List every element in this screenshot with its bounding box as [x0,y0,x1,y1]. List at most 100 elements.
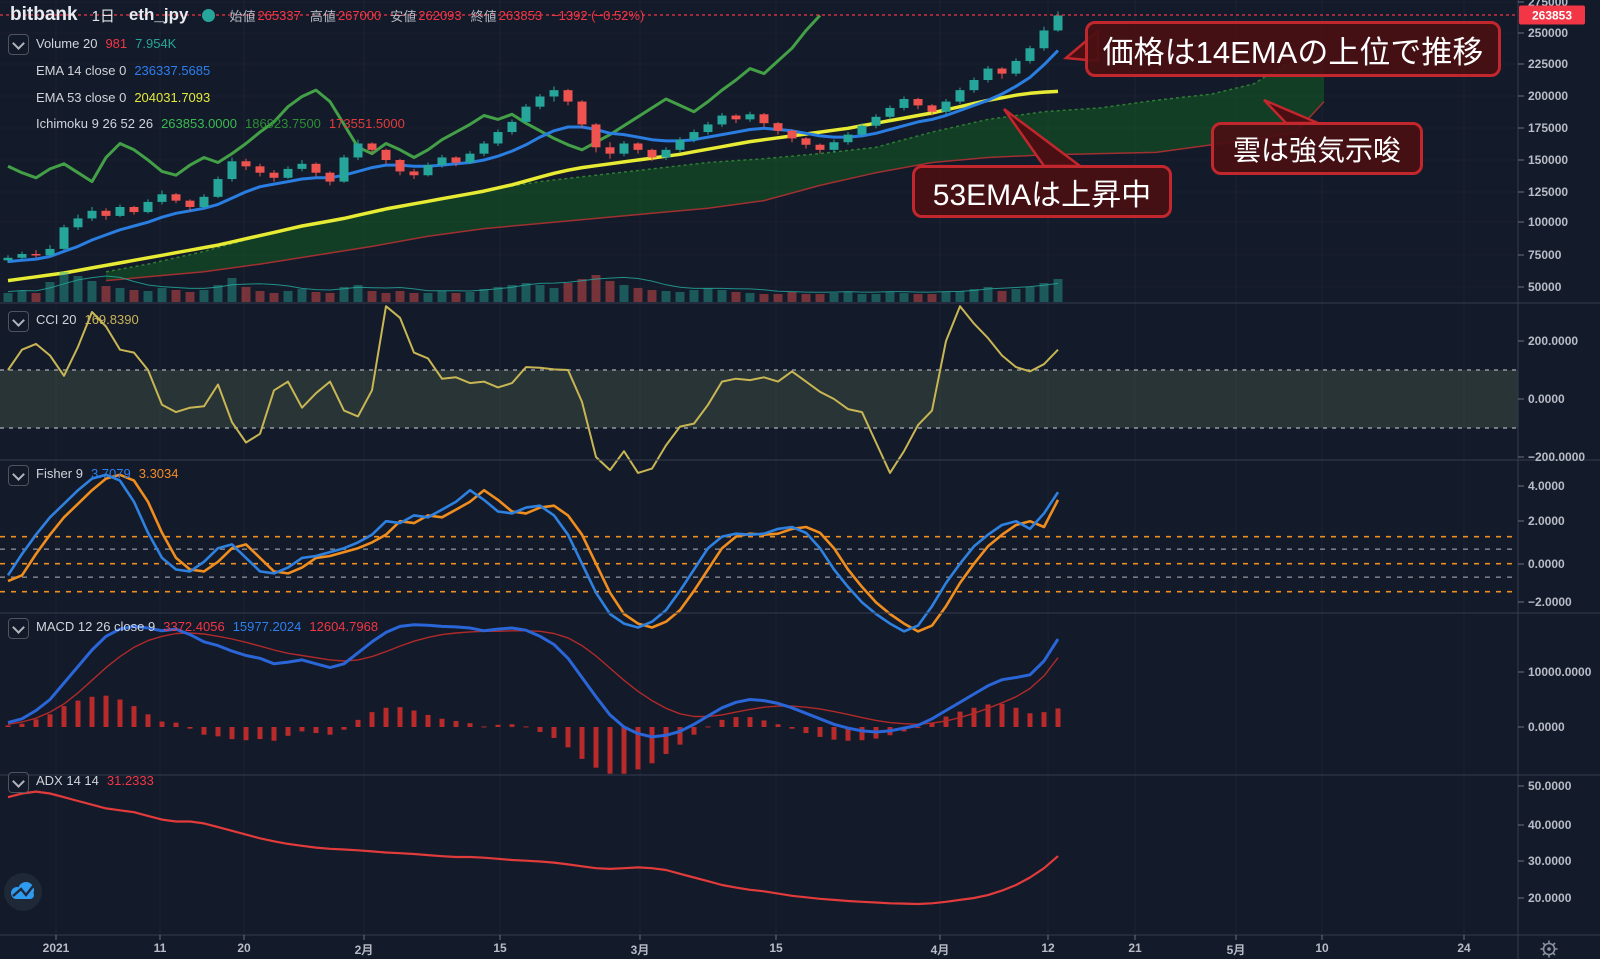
cci-name: CCI 20 [36,312,77,327]
annotation-bullish-cloud[interactable]: 雲は強気示唆 [1211,122,1423,175]
price-axis-label-macd[interactable]: 0.0000 [1528,720,1565,734]
collapse-chevron-main[interactable] [8,34,29,55]
collapse-chevron-cci[interactable] [8,311,29,332]
legend-fisher[interactable]: Fisher 9 3.7079 3.3034 [36,466,179,481]
legend-ema14[interactable]: EMA 14 close 0 236337.5685 [36,63,210,78]
legend-ema53[interactable]: EMA 53 close 0 204031.7093 [36,90,210,105]
legend-cci[interactable]: CCI 20 169.8390 [36,312,139,327]
open-label: 始値 [229,8,256,24]
candles [3,11,1063,263]
price-axis-label-main[interactable]: 275000 [1528,0,1569,9]
legend-volume[interactable]: Volume 20 981 7.954K [36,36,176,51]
macd-line [7,623,1060,739]
price-axis-label-main[interactable]: 200000 [1528,89,1569,103]
current-price-label: 263853 [1519,5,1585,25]
high-value: 267000 [337,7,382,23]
price-axis-label-macd[interactable]: 10000.0000 [1528,665,1592,679]
legend-adx[interactable]: ADX 14 14 31.2333 [36,773,154,788]
collapse-chevron-macd[interactable] [8,618,29,639]
price-axis-label-adx[interactable]: 40.0000 [1528,818,1572,832]
price-axis-label-cci[interactable]: 0.0000 [1528,392,1565,406]
price-axis-label-fisher[interactable]: 0.0000 [1528,557,1565,571]
open-value: 265337 [257,7,301,23]
time-axis-label[interactable]: 10 [1315,941,1329,955]
time-axis-label[interactable]: 15 [769,941,783,955]
platform-logo-icon[interactable] [3,872,43,912]
close-value: 263853 [498,7,543,23]
time-axis-label[interactable]: 3月 [630,943,650,957]
adx-value: 31.2333 [106,773,154,788]
axis-settings-gear-icon[interactable] [1538,938,1560,959]
fisher-trigger-line [7,473,1060,633]
price-axis-label-fisher[interactable]: −2.0000 [1528,595,1572,609]
axis-ticks [55,1,1524,940]
volume-value: 981 [105,36,128,51]
annotation-ema53-rising[interactable]: 53EMAは上昇中 [912,165,1172,218]
annotation-price-above-ema14[interactable]: 価格は14EMAの上位で推移 [1085,21,1501,77]
time-axis-label[interactable]: 11 [153,941,167,955]
price-axis-label-adx[interactable]: 30.0000 [1528,854,1572,868]
price-axis-label-main[interactable]: 75000 [1528,248,1562,262]
high-label: 高値 [309,8,336,24]
price-axis-label-fisher[interactable]: 4.0000 [1528,479,1565,493]
chart-header: bitbank 1日 eth_jpy 始値 265337 高値 267000 安値 2… [10,4,644,26]
macd-line-value: 15977.2024 [232,619,302,634]
ohlc-readout: 始値 265337 高値 267000 安値 262093 終値 263853 −139… [229,6,644,25]
time-axis-label[interactable]: 12 [1041,941,1055,955]
price-axis-label-main[interactable]: 175000 [1528,121,1569,135]
ema14-line [7,49,1060,264]
volume-bars [3,272,1063,302]
price-axis-label-cci[interactable]: −200.0000 [1528,450,1586,464]
low-value: 262093 [418,7,462,23]
price-axis-label-adx[interactable]: 50.0000 [1528,779,1572,793]
time-axis-label[interactable]: 2021 [42,941,70,955]
ichimoku-senkou-b-value: 173551.5000 [328,116,405,131]
time-axis-label[interactable]: 15 [493,941,507,955]
adx-line [7,790,1059,906]
price-axis-label-fisher[interactable]: 2.0000 [1528,514,1565,528]
price-axis-label-main[interactable]: 250000 [1528,26,1569,40]
ema53-line [7,89,1059,283]
ichimoku-chikou-line [7,14,822,184]
time-axis-label[interactable]: 4月 [930,943,950,957]
macd-hist-value: 3372.4056 [163,619,225,634]
fisher-value: 3.7079 [90,466,131,481]
macd-signal-value: 12604.7968 [309,619,379,634]
macd-name: MACD 12 26 close 9 [36,619,156,634]
price-axis-label-main[interactable]: 225000 [1528,57,1569,71]
price-axis-label-adx[interactable]: 20.0000 [1528,891,1572,905]
legend-ichimoku[interactable]: Ichimoku 9 26 52 26 263853.0000 186923.7… [36,116,405,131]
macd-histogram [5,695,1061,774]
fisher-trigger-value: 3.3034 [138,466,179,481]
low-label: 安値 [390,8,417,24]
exchange-name[interactable]: bitbank [10,4,78,25]
price-axis-label-main[interactable]: 100000 [1528,215,1569,229]
collapse-chevron-adx[interactable] [8,772,29,793]
adx-name: ADX 14 14 [36,773,99,788]
legend-macd[interactable]: MACD 12 26 close 9 3372.4056 15977.2024 … [36,619,378,634]
ichimoku-senkou-a-value: 186923.7500 [245,116,321,131]
price-axis-label-main[interactable]: 50000 [1528,280,1562,294]
time-axis-label[interactable]: 5月 [1226,943,1246,957]
time-axis-label[interactable]: 20 [237,941,251,955]
cci-line [7,305,1059,474]
cci-value: 169.8390 [84,312,139,327]
price-axis-label-main[interactable]: 125000 [1528,185,1569,199]
macd-signal-line [7,630,1059,725]
cci-band [0,369,1518,429]
volume-ma-value: 7.954K [135,36,177,51]
price-axis-label-main[interactable]: 150000 [1528,153,1569,167]
interval-selector[interactable]: 1日 [91,7,115,25]
time-axis-label[interactable]: 21 [1128,941,1142,955]
price-axis-label-cci[interactable]: 200.0000 [1528,334,1579,348]
collapse-chevron-fisher[interactable] [8,465,29,486]
symbol-name[interactable]: eth_jpy [128,5,189,24]
close-label: 終値 [470,8,497,24]
ema53-name: EMA 53 close 0 [36,90,127,105]
time-axis-label[interactable]: 24 [1457,941,1471,955]
ema14-name: EMA 14 close 0 [36,63,127,78]
time-axis-label[interactable]: 2月 [354,943,374,957]
ema53-value: 204031.7093 [134,90,211,105]
